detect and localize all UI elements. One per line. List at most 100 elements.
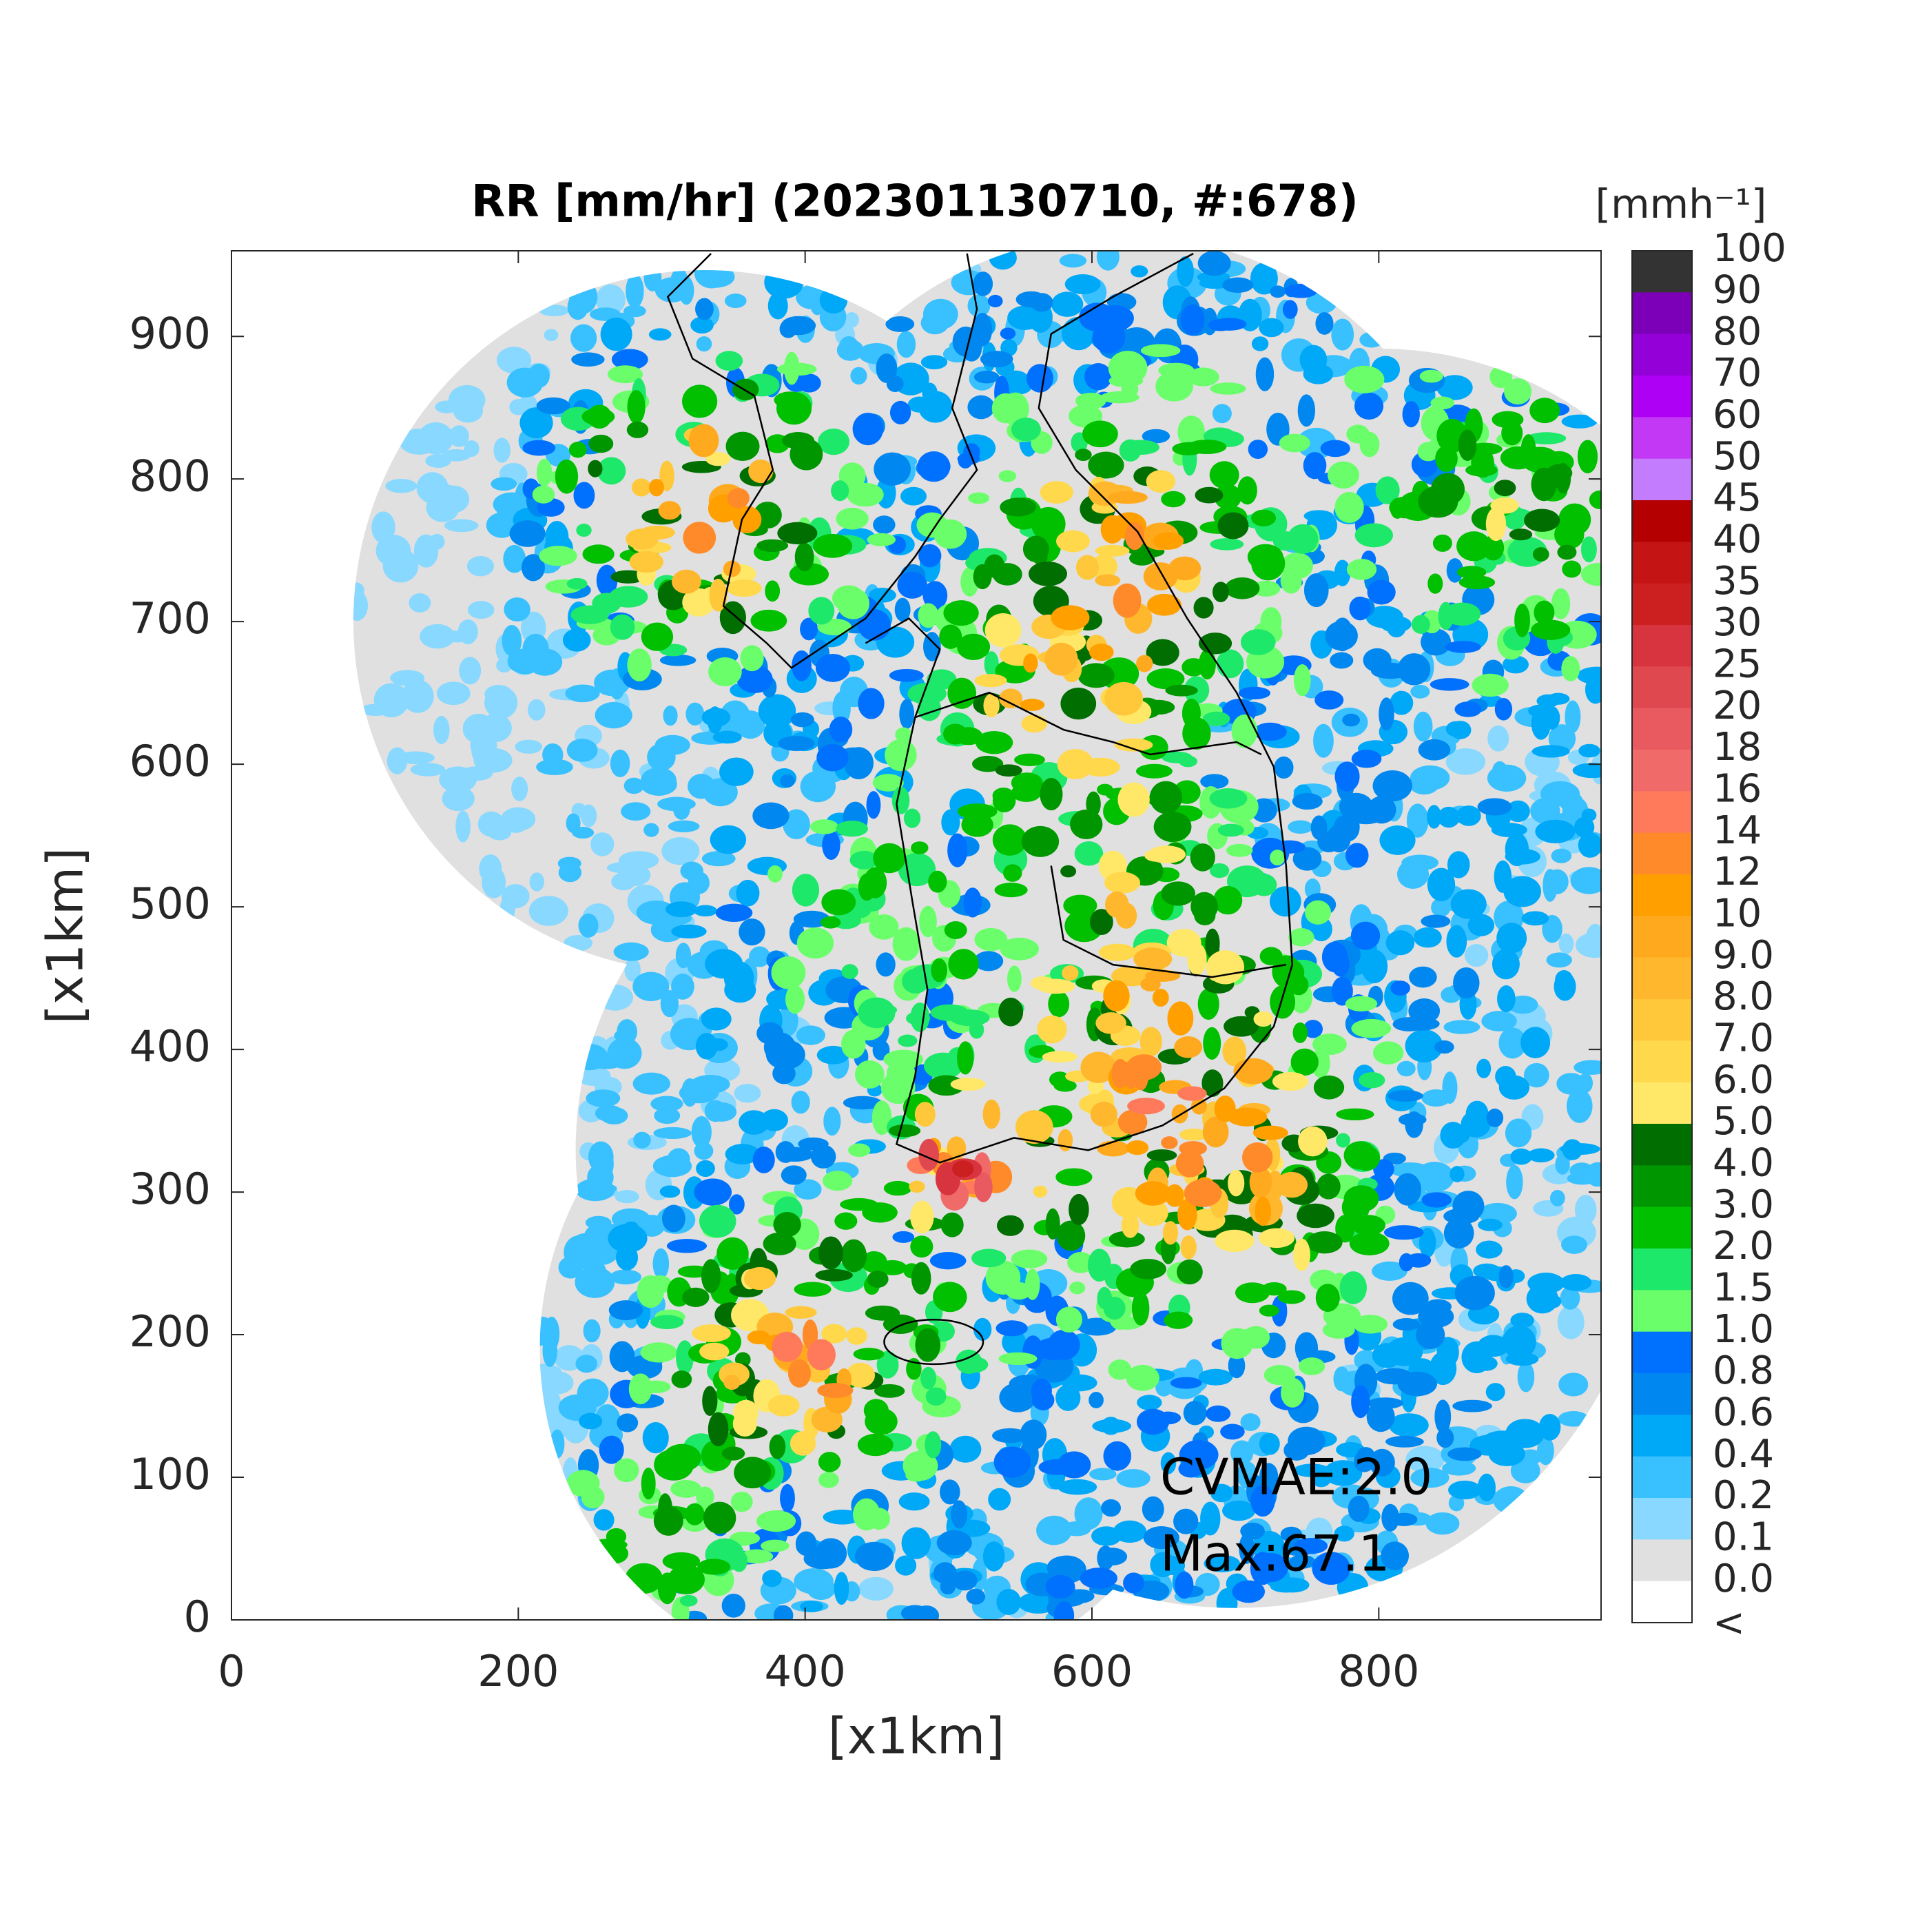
rain-cell bbox=[1485, 507, 1507, 542]
rain-cell bbox=[918, 603, 939, 628]
rain-cell bbox=[1171, 1104, 1188, 1124]
rain-cell bbox=[1418, 739, 1451, 761]
rain-cell bbox=[896, 331, 916, 358]
rain-cell bbox=[1556, 1073, 1586, 1095]
rain-cell bbox=[679, 1082, 719, 1104]
rain-cell bbox=[1334, 559, 1351, 587]
rain-cell bbox=[876, 1350, 899, 1379]
rain-cell bbox=[1259, 1432, 1280, 1455]
colorbar-tick-label: 7.0 bbox=[1713, 1016, 1774, 1060]
rain-cell bbox=[1142, 1496, 1164, 1523]
rain-cell bbox=[1040, 778, 1063, 811]
rain-cell bbox=[997, 1215, 1024, 1236]
rain-cell bbox=[1445, 641, 1481, 653]
rain-cell bbox=[1447, 1447, 1482, 1461]
rain-cell bbox=[1537, 1436, 1554, 1466]
rain-cell bbox=[479, 854, 502, 883]
colorbar-tick-label: 45 bbox=[1713, 475, 1762, 520]
rain-cell bbox=[1335, 1215, 1355, 1243]
rain-cell bbox=[660, 990, 679, 1018]
rain-cell bbox=[575, 1266, 615, 1298]
rain-cell bbox=[373, 683, 409, 718]
rain-cell bbox=[1392, 1017, 1426, 1031]
rain-cell bbox=[1201, 1069, 1224, 1097]
rain-cell bbox=[1011, 1249, 1048, 1268]
rain-cell bbox=[701, 851, 736, 867]
rain-cell bbox=[767, 292, 788, 320]
rain-cell bbox=[1381, 1541, 1410, 1570]
rain-cell bbox=[613, 942, 649, 961]
rain-cell bbox=[900, 486, 927, 506]
rain-cell bbox=[952, 1570, 978, 1591]
rain-cell bbox=[484, 686, 518, 719]
rain-cell bbox=[1255, 1196, 1272, 1226]
rain-cell bbox=[571, 352, 605, 367]
rain-cell bbox=[1546, 952, 1572, 968]
rain-cell bbox=[425, 453, 451, 468]
rain-cell bbox=[1547, 692, 1570, 705]
rain-cell bbox=[734, 1084, 761, 1103]
rain-cell bbox=[1458, 575, 1496, 590]
rain-cell bbox=[1325, 621, 1358, 651]
rain-cell bbox=[515, 739, 543, 754]
rain-cell bbox=[743, 1266, 776, 1291]
rain-cell bbox=[1330, 652, 1354, 669]
rain-cell bbox=[629, 551, 663, 573]
rain-cell bbox=[973, 371, 1000, 384]
rain-cell bbox=[1051, 291, 1084, 317]
rain-cell bbox=[1487, 764, 1527, 792]
rain-cell bbox=[1494, 698, 1513, 721]
rain-cell bbox=[402, 679, 434, 713]
rain-cell bbox=[701, 1259, 721, 1293]
rain-cell bbox=[869, 914, 899, 940]
rain-cell bbox=[1060, 865, 1077, 878]
rain-cell bbox=[1320, 440, 1350, 458]
rain-cell bbox=[1585, 1162, 1601, 1187]
rain-cell bbox=[721, 1446, 745, 1461]
rain-cell bbox=[915, 1328, 941, 1362]
y-tick-label: 200 bbox=[130, 1306, 211, 1357]
colorbar-tick-label: 30 bbox=[1713, 600, 1762, 645]
rain-cell bbox=[925, 1431, 942, 1459]
rain-cell bbox=[800, 617, 818, 641]
rain-cell bbox=[409, 593, 431, 613]
rain-cell bbox=[1253, 722, 1287, 741]
colorbar-box bbox=[1632, 458, 1692, 501]
rain-cell bbox=[690, 316, 714, 334]
rain-cell bbox=[1147, 845, 1186, 863]
rain-cell bbox=[1238, 686, 1271, 700]
rain-cell bbox=[849, 850, 879, 870]
rain-cell bbox=[1487, 725, 1509, 752]
rain-cell bbox=[791, 1090, 810, 1114]
rain-cell bbox=[479, 713, 512, 743]
rain-cell bbox=[696, 336, 712, 352]
rain-cell bbox=[850, 367, 867, 385]
rain-cell bbox=[1562, 797, 1589, 824]
x-tick-label: 800 bbox=[1338, 1646, 1419, 1696]
rain-cell bbox=[1161, 1136, 1178, 1149]
rain-cell bbox=[821, 1324, 847, 1344]
rain-cell bbox=[854, 1541, 894, 1572]
rain-cell bbox=[749, 946, 771, 967]
rain-cell bbox=[685, 1503, 705, 1525]
rain-cell bbox=[703, 1501, 736, 1534]
rain-cell bbox=[924, 1052, 963, 1080]
rain-cell bbox=[983, 693, 1000, 718]
rain-cell bbox=[940, 1479, 960, 1505]
rain-cell bbox=[1096, 251, 1120, 271]
rain-cell bbox=[1259, 1463, 1279, 1489]
rain-cell bbox=[455, 810, 471, 843]
rain-cell bbox=[954, 727, 983, 746]
rain-cell bbox=[1531, 745, 1570, 758]
rain-cell bbox=[1532, 547, 1549, 562]
rain-cell bbox=[1225, 577, 1260, 599]
rain-cell bbox=[653, 1127, 692, 1140]
rain-cell bbox=[708, 657, 742, 687]
rain-cell bbox=[353, 590, 369, 621]
rain-cell bbox=[1155, 1377, 1173, 1397]
rain-cell bbox=[994, 883, 1028, 898]
rain-cell bbox=[1104, 872, 1140, 894]
rain-cell bbox=[1100, 391, 1139, 404]
rain-cell bbox=[522, 633, 549, 664]
rain-cell bbox=[1047, 1329, 1080, 1360]
